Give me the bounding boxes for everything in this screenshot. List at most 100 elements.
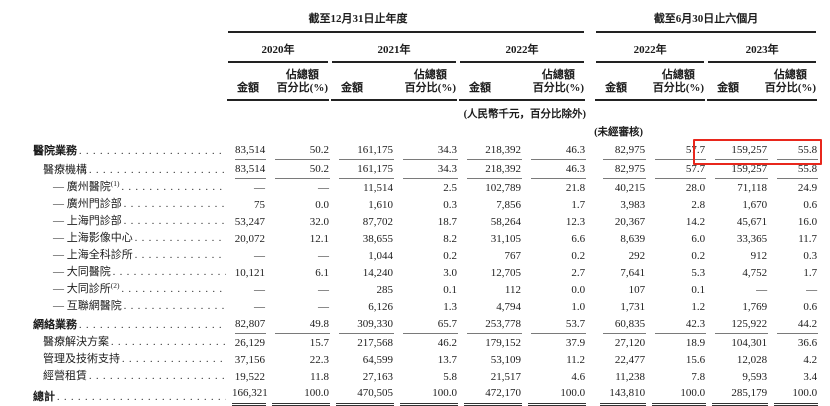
- value-cell: 309,330: [330, 315, 394, 334]
- row-label-cell: — 上海全科診所: [30, 247, 226, 264]
- value-cell: 12,028: [736, 354, 768, 366]
- value-cell: 161,175: [330, 141, 394, 160]
- value-cell: 1,610: [368, 199, 393, 211]
- value-cell: 1.2: [691, 301, 706, 313]
- value-cell: 0.2: [443, 250, 457, 262]
- value-cell: 28.0: [685, 182, 706, 194]
- value-cell: 18.9: [685, 337, 706, 349]
- value-cell: 179,152: [485, 337, 521, 349]
- value-cell: 21.8: [565, 182, 586, 194]
- value-cell: 0.3: [443, 199, 457, 211]
- value-cell: 55.8: [768, 160, 819, 179]
- value-cell: 2.8: [691, 199, 706, 211]
- label-column-spacer: [30, 10, 226, 33]
- value-cell: 38,655: [362, 233, 393, 245]
- value-cell: 6,126: [368, 301, 393, 313]
- dot-leader: [122, 197, 226, 213]
- value-cell: 2.7: [571, 267, 586, 279]
- col-headers-2022-interim: 金額 佔總額 百分比(%): [594, 63, 706, 101]
- value-cell: 15.6: [685, 354, 706, 366]
- value-cell: 34.3: [394, 160, 458, 179]
- group-gap: [586, 179, 594, 196]
- unaudited-note: (未經審核): [594, 127, 644, 138]
- value-cell: 14,240: [362, 267, 393, 279]
- value-cell: 45,671: [736, 216, 768, 228]
- table-row: — 互聯網醫院 — — 6,126 1.3 4,794 1.0 1,731 1.2 1,769 0.…: [30, 298, 818, 315]
- interim-period-group: 截至6月30日止六個月: [594, 10, 818, 33]
- table-row: — 大同醫院 10,121 6.1 14,240 3.0 12,705 2.7 7,641 5.…: [30, 264, 818, 281]
- dot-leader: [109, 335, 226, 351]
- table-row: — 上海門診部 53,247 32.0 87,702 18.7 58,264 12.3 20,…: [30, 213, 818, 230]
- value-cell: 159,257: [706, 160, 769, 179]
- year-2023-interim: 2023年: [706, 33, 818, 63]
- dot-leader: [120, 352, 226, 368]
- group-gap: [586, 213, 594, 230]
- value-cell: 218,392: [458, 160, 522, 179]
- value-cell: 4,752: [742, 267, 768, 279]
- value-cell: 83,514: [226, 141, 266, 160]
- value-cell: 0.2: [571, 250, 586, 262]
- value-cell: 64,599: [362, 354, 393, 366]
- value-cell: 33,365: [736, 233, 768, 245]
- year-2020: 2020年: [226, 33, 330, 63]
- row-label-cell: — 廣州醫院 (1): [30, 179, 226, 196]
- row-label-cell: 經營租賃: [30, 368, 226, 385]
- value-cell: 4,794: [496, 301, 521, 313]
- group-gap: [586, 160, 594, 179]
- table-row: — 廣州門診部 75 0.0 1,610 0.3 7,856 1.7 3,983 2.8 1,67…: [30, 196, 818, 213]
- value-cell: —: [318, 301, 329, 313]
- value-cell: —: [254, 182, 265, 194]
- table-row: — 廣州醫院(1) — — 11,514 2.5 102,789 21.8 40,215 28.…: [30, 179, 818, 196]
- row-label: 醫療解決方案: [43, 336, 109, 348]
- table-row: 管理及技術支持 37,156 22.3 64,599 13.7 53,109 11.2 22,…: [30, 351, 818, 368]
- group-gap: [586, 264, 594, 281]
- row-label: 網絡業務: [33, 319, 77, 331]
- value-cell: 2.5: [443, 182, 457, 194]
- value-cell: 22,477: [614, 354, 646, 366]
- value-cell: 82,807: [226, 315, 266, 334]
- pct-header: 佔總額 百分比(%): [404, 69, 456, 94]
- value-cell: 46.3: [522, 141, 587, 160]
- year-2022: 2022年: [458, 33, 586, 63]
- value-cell: 161,175: [330, 160, 394, 179]
- units-note: (人民幣千元，百分比除外): [463, 109, 587, 120]
- value-cell: 22.3: [309, 354, 329, 366]
- value-cell: 104,301: [731, 337, 768, 349]
- value-cell: 4.2: [803, 354, 818, 366]
- value-cell: 1,670: [742, 199, 768, 211]
- row-label: 醫療機構: [43, 164, 87, 176]
- value-cell: 75: [254, 199, 265, 211]
- annual-period-group: 截至12月31日止年度: [226, 10, 586, 33]
- year-2022-interim: 2022年: [594, 33, 706, 63]
- value-cell: 53,109: [490, 354, 521, 366]
- value-cell: 13.7: [437, 354, 457, 366]
- dot-leader: [122, 299, 226, 315]
- units-note-row: (人民幣千元，百分比除外): [30, 101, 818, 121]
- value-cell: 285: [376, 284, 394, 296]
- row-label-cell: 醫院業務: [30, 141, 226, 160]
- value-cell: 46.3: [522, 160, 587, 179]
- row-label: — 上海全科診所: [53, 249, 133, 261]
- value-cell: 18.7: [437, 216, 457, 228]
- value-cell: —: [254, 301, 265, 313]
- dot-leader: [87, 369, 226, 385]
- value-cell: 100.0: [522, 385, 587, 406]
- value-cell: 6.6: [571, 233, 586, 245]
- row-label-cell: — 大同醫院: [30, 264, 226, 281]
- value-cell: 100.0: [768, 385, 819, 406]
- value-cell: 83,514: [226, 160, 266, 179]
- value-cell: 292: [628, 250, 646, 262]
- value-cell: 912: [750, 250, 768, 262]
- row-label: 總計: [33, 391, 55, 403]
- value-cell: 55.8: [768, 141, 819, 160]
- value-cell: 57.7: [646, 160, 707, 179]
- value-cell: 0.6: [803, 301, 818, 313]
- pct-header: 佔總額 百分比(%): [764, 69, 817, 94]
- table-row: — 上海影像中心 20,072 12.1 38,655 8.2 31,105 6.6 8,63…: [30, 230, 818, 247]
- group-gap: [586, 351, 594, 368]
- value-cell: 3,983: [620, 199, 646, 211]
- interim-period-title: 截至6月30日止六個月: [596, 10, 817, 33]
- row-label: — 上海影像中心: [53, 232, 133, 244]
